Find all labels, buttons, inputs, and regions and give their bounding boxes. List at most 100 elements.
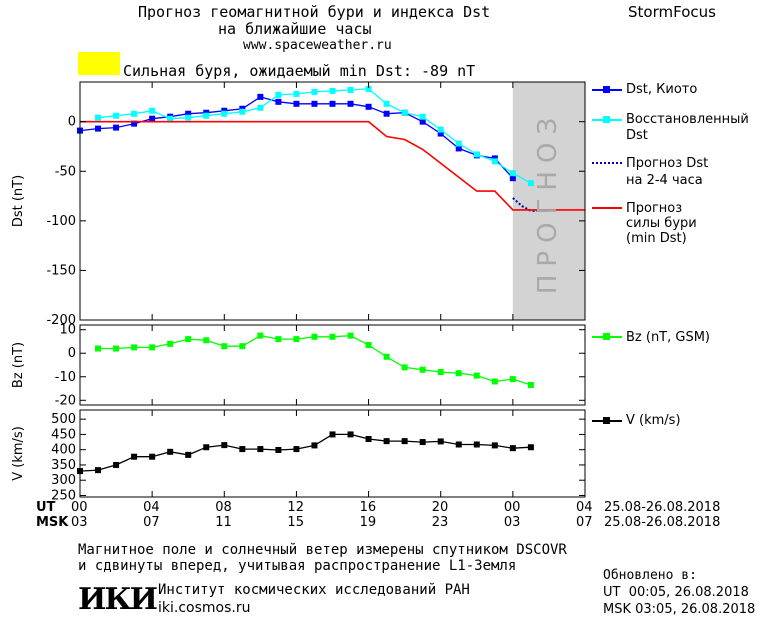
data-point <box>239 108 246 115</box>
data-point <box>113 112 120 119</box>
y-axis-label: V (km/s) <box>11 426 26 481</box>
data-point <box>95 125 102 132</box>
legend-forecast-swatch <box>592 162 622 164</box>
data-point <box>383 100 390 107</box>
data-point <box>149 107 156 114</box>
legend-forecast-line2: на 2-4 часа <box>626 173 703 188</box>
data-point <box>329 100 336 107</box>
iki-logo: ИКИ <box>78 582 158 617</box>
updated-msk: MSK 03:05, 26.08.2018 <box>603 602 756 617</box>
data-point <box>239 343 246 350</box>
data-point <box>527 382 534 388</box>
data-point <box>455 140 462 147</box>
data-point <box>527 444 534 451</box>
data-point <box>419 439 426 446</box>
ut-tick-label: 20 <box>431 500 449 515</box>
data-point <box>329 333 336 340</box>
data-point <box>221 442 228 449</box>
data-point <box>113 124 120 131</box>
data-point <box>167 115 174 122</box>
data-point <box>95 114 102 121</box>
data-point <box>311 88 318 95</box>
data-point <box>383 110 390 117</box>
data-point <box>509 175 516 182</box>
data-point <box>257 332 264 339</box>
updated-ut: UT 00:05, 26.08.2018 <box>603 585 749 600</box>
series-line <box>79 96 514 179</box>
data-point <box>95 345 102 352</box>
legend-v: V (km/s) <box>626 413 681 428</box>
data-point <box>437 438 444 445</box>
y-tick-label: 400 <box>51 443 76 458</box>
data-point <box>293 90 300 97</box>
data-point <box>509 170 516 177</box>
data-point <box>365 103 372 110</box>
data-point <box>455 441 462 448</box>
y-tick-label: -150 <box>46 263 76 278</box>
legend-v-swatch <box>592 416 622 426</box>
msk-tick-label: 19 <box>359 515 377 530</box>
data-point <box>311 100 318 107</box>
legend-bz-swatch <box>592 332 622 342</box>
series-line <box>80 120 585 211</box>
data-point <box>257 104 264 111</box>
data-point <box>365 436 372 442</box>
ut-date-range: 25.08-26.08.2018 <box>604 500 721 515</box>
data-point <box>95 467 102 474</box>
msk-date-range: 25.08-26.08.2018 <box>604 515 721 530</box>
data-point <box>293 100 300 107</box>
y-tick-label: -10 <box>55 370 76 385</box>
legend-bz: Bz (nT, GSM) <box>626 330 711 345</box>
forecast-band <box>512 82 585 320</box>
data-point <box>185 110 192 117</box>
data-point <box>113 461 120 468</box>
y-tick-label: 500 <box>51 412 76 427</box>
legend-storm-line2: силы бури <box>626 216 697 231</box>
data-point <box>149 344 156 351</box>
data-point <box>185 451 192 458</box>
data-point <box>491 442 498 449</box>
institute-url[interactable]: iki.cosmos.ru <box>158 600 251 616</box>
ut-tick-label: 16 <box>359 500 377 515</box>
msk-tick-label: 15 <box>287 515 304 530</box>
y-tick-label: 350 <box>51 458 76 473</box>
y-tick-label: 10 <box>59 323 76 338</box>
data-point <box>185 336 192 343</box>
y-tick-label: -200 <box>46 313 76 328</box>
data-point <box>437 369 444 376</box>
y-tick-label: 0 <box>68 346 76 361</box>
ut-tick-label: 00 <box>71 500 88 515</box>
legend-storm-swatch <box>592 207 622 209</box>
data-point <box>275 446 282 453</box>
data-point <box>167 448 174 455</box>
ut-tick-label: 08 <box>215 500 232 515</box>
series-line <box>512 197 549 212</box>
data-point <box>329 431 336 438</box>
data-point <box>203 337 210 344</box>
data-point <box>347 431 354 438</box>
msk-tick-label: 03 <box>503 515 521 530</box>
data-point <box>293 446 300 453</box>
y-tick-label: -20 <box>55 393 76 408</box>
data-point <box>203 444 210 451</box>
data-point <box>275 98 282 105</box>
data-note-line1: Магнитное поле и солнечный ветер измерен… <box>78 542 567 558</box>
data-point <box>347 100 354 107</box>
y-axis-label: Dst (nT) <box>11 175 26 227</box>
legend-storm-line1: Прогноз <box>626 201 683 216</box>
y-tick-label: -100 <box>46 214 76 229</box>
legend-dst-kyoto: Dst, Киото <box>626 82 698 97</box>
page-title-line2: на ближайшие часы <box>218 20 372 38</box>
legend-forecast-line1: Прогноз Dst <box>626 156 709 171</box>
data-point <box>383 353 390 360</box>
data-point <box>509 376 516 383</box>
data-point <box>419 366 426 373</box>
y-tick-label: 300 <box>51 473 76 488</box>
data-point <box>221 343 228 350</box>
data-point <box>311 333 318 340</box>
data-point <box>473 151 480 158</box>
data-point <box>149 453 156 460</box>
data-point <box>185 114 192 121</box>
data-point <box>149 115 156 122</box>
